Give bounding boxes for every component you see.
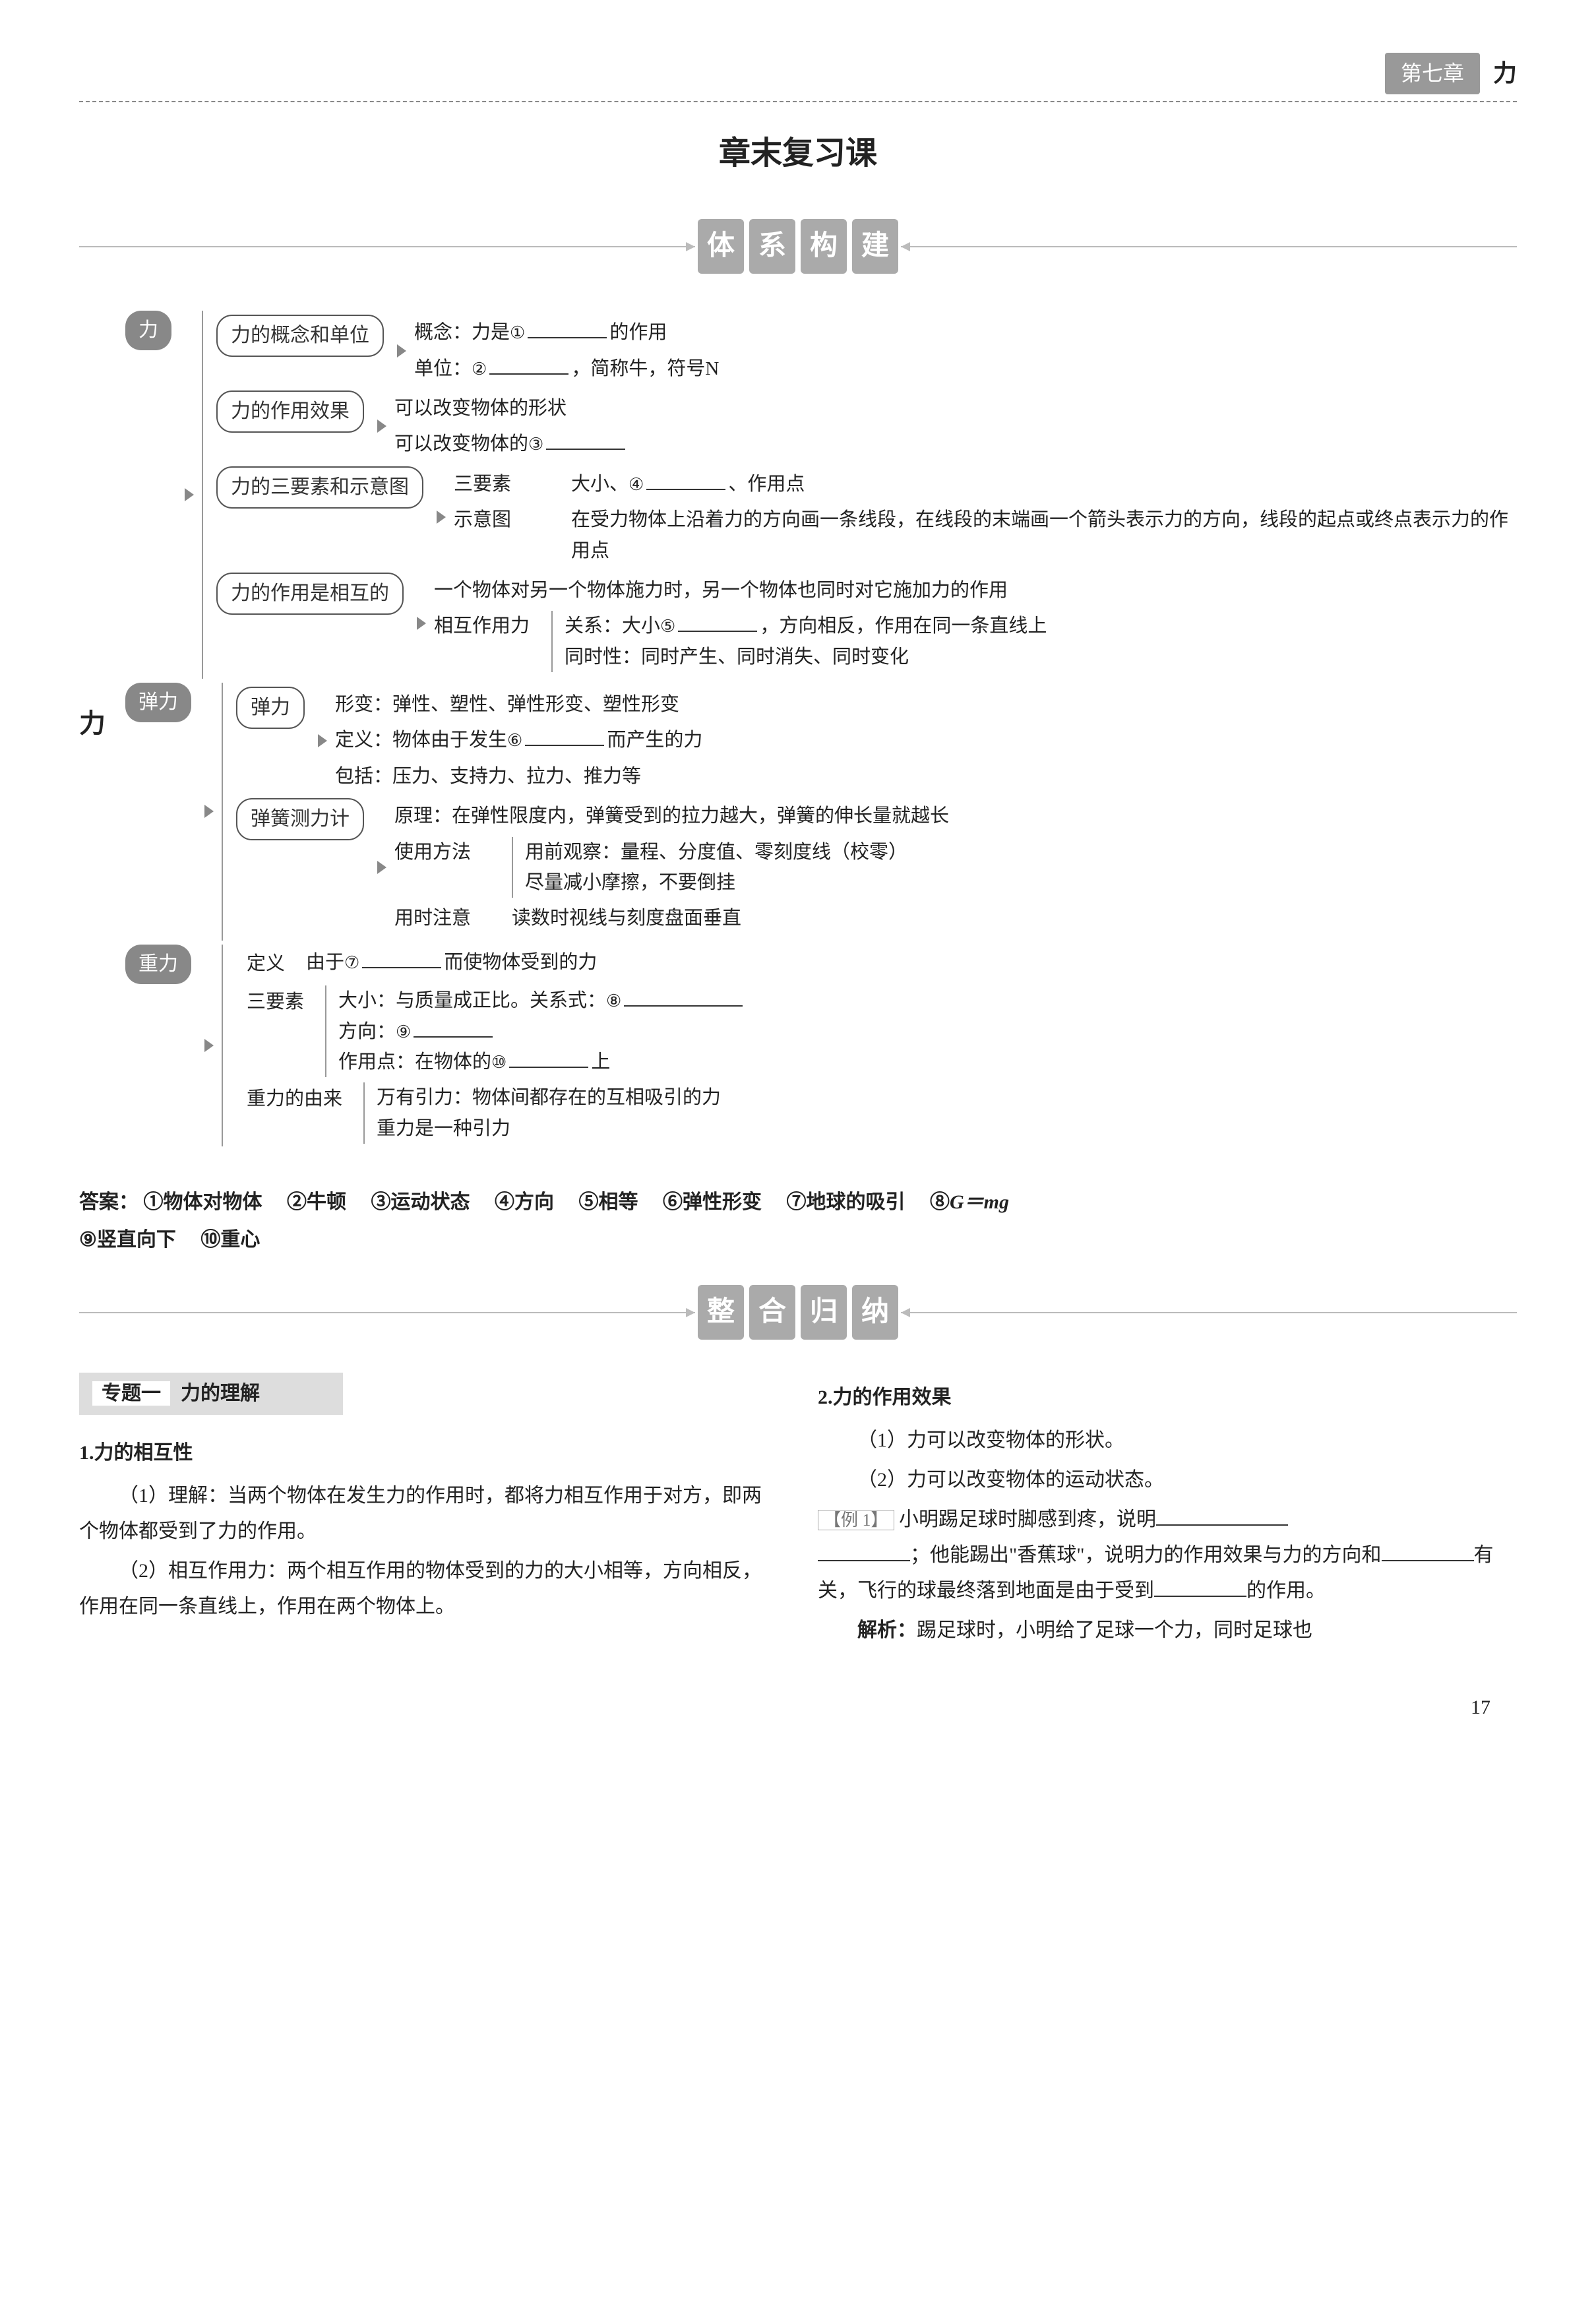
subhead-2: 2.力的作用效果 [818, 1382, 1517, 1414]
banner-char: 整 [698, 1285, 744, 1340]
arrow-icon [318, 734, 327, 747]
banner-char: 系 [749, 219, 795, 274]
content-columns: 专题一力的理解 1.力的相互性 （1）理解：当两个物体在发生力的作用时，都将力相… [79, 1373, 1517, 1652]
para-1-2: （2）相互作用力：两个相互作用的物体受到的力的大小相等，方向相反，作用在同一条直… [79, 1553, 778, 1625]
answers-block: 答案： ①物体对物体 ②牛顿 ③运动状态 ④方向 ⑤相等 ⑥弹性形变 ⑦地球的吸… [79, 1183, 1517, 1259]
page-header: 第七章 力 [79, 53, 1517, 102]
leaf-diagram: 示意图 在受力物体上沿着力的方向画一条线段，在线段的末端画一个箭头表示力的方向，… [454, 502, 1517, 569]
arrow-icon [377, 861, 386, 874]
leaf-three-elements: 三要素 大小、④、作用点 [454, 466, 1517, 502]
leaf-includes: 包括：压力、支持力、拉力、推力等 [335, 759, 1517, 794]
map-root: 力 [79, 307, 125, 745]
pill-elements: 力的三要素和示意图 [216, 466, 423, 509]
leaf-meter-principle: 原理：在弹性限度内，弹簧受到的拉力越大，弹簧的伸长量就越长 [394, 798, 1517, 834]
banner-char: 纳 [852, 1285, 898, 1340]
pill-effect: 力的作用效果 [216, 390, 364, 433]
pill-gravity: 重力 [125, 945, 191, 984]
leaf-gravity-origin: 重力的由来 万有引力：物体间都存在的互相吸引的力 重力是一种引力 [236, 1080, 1517, 1146]
leaf-gravity-elem: 三要素 大小：与质量成正比。关系式：⑧ 方向：⑨ 作用点：在物体的⑩上 [236, 983, 1517, 1080]
banner-char: 建 [852, 219, 898, 274]
banner-char: 构 [801, 219, 847, 274]
node-force: 力 力的概念和单位 概念：力是①的作用 单位：②，简称牛，符号N [125, 311, 1517, 679]
banner-char: 归 [801, 1285, 847, 1340]
page-number: 17 [79, 1692, 1517, 1724]
leaf-elastic-def: 定义：物体由于发生⑥而产生的力 [335, 722, 1517, 758]
para-1-1: （1）理解：当两个物体在发生力的作用时，都将力相互作用于对方，即两个物体都受到了… [79, 1478, 778, 1549]
arrow-icon [397, 344, 406, 358]
pill-spring-meter: 弹簧测力计 [236, 798, 364, 840]
leaf-effect-1: 可以改变物体的形状 [394, 390, 1517, 426]
subhead-1: 1.力的相互性 [79, 1437, 778, 1469]
section-banner-1: 体 系 构 建 [79, 219, 1517, 274]
leaf-gravity-def: 定义 由于⑦而使物体受到的力 [236, 945, 1517, 983]
leaf-mutual-2: 相互作用力 关系：大小⑤，方向相反，作用在同一条直线上 同时性：同时产生、同时消… [434, 608, 1517, 675]
leaf-meter-attention: 用时注意 读数时视线与刻度盘面垂直 [394, 900, 1517, 936]
arrow-icon [437, 511, 446, 524]
banner-char: 体 [698, 219, 744, 274]
para-2-2: （2）力可以改变物体的运动状态。 [818, 1462, 1517, 1498]
pill-mutual: 力的作用是相互的 [216, 573, 404, 615]
column-left: 专题一力的理解 1.力的相互性 （1）理解：当两个物体在发生力的作用时，都将力相… [79, 1373, 778, 1652]
leaf-effect-2: 可以改变物体的③ [394, 426, 1517, 462]
pill-elastic: 弹力 [125, 683, 191, 722]
topic-bar-1: 专题一力的理解 [79, 1373, 343, 1415]
banner-char: 合 [749, 1285, 795, 1340]
arrow-icon [185, 488, 194, 501]
arrow-icon [377, 420, 386, 433]
chapter-side-label: 力 [1493, 55, 1517, 93]
example-1-analysis: 解析：踢足球时，小明给了足球一个力，同时足球也 [818, 1613, 1517, 1648]
leaf-concept: 概念：力是①的作用 [414, 315, 1517, 350]
para-2-1: （1）力可以改变物体的形状。 [818, 1423, 1517, 1458]
node-gravity: 重力 定义 由于⑦而使物体受到的力 三要素 大小：与质量成正比。关系式：⑧ 方向… [125, 945, 1517, 1146]
node-elastic: 弹力 弹力 形变：弹性、塑性、弹性形变、塑性形变 定义：物体由于发生⑥而产生的力… [125, 683, 1517, 941]
page-title: 章末复习课 [79, 129, 1517, 179]
pill-concept-unit: 力的概念和单位 [216, 315, 384, 357]
leaf-unit: 单位：②，简称牛，符号N [414, 351, 1517, 387]
example-1: 【例 1】 小明踢足球时脚感到疼，说明 ；他能踢出"香蕉球"，说明力的作用效果与… [818, 1502, 1517, 1609]
leaf-mutual-1: 一个物体对另一个物体施力时，另一个物体也同时对它施加力的作用 [434, 573, 1517, 608]
section-banner-2: 整 合 归 纳 [79, 1285, 1517, 1340]
arrow-icon [204, 1039, 214, 1052]
column-right: 2.力的作用效果 （1）力可以改变物体的形状。 （2）力可以改变物体的运动状态。… [818, 1373, 1517, 1652]
concept-map: 力 力 力的概念和单位 概念：力是①的作用 单位：②，简称牛，符号N [79, 307, 1517, 1150]
chapter-tag: 第七章 [1385, 53, 1480, 94]
pill-elastic-sub: 弹力 [236, 687, 305, 729]
leaf-meter-usage: 使用方法 用前观察：量程、分度值、零刻度线（校零） 尽量减小摩擦，不要倒挂 [394, 834, 1517, 901]
leaf-deform: 形变：弹性、塑性、弹性形变、塑性形变 [335, 687, 1517, 722]
pill-force: 力 [125, 311, 171, 350]
arrow-icon [417, 617, 426, 630]
arrow-icon [204, 805, 214, 818]
